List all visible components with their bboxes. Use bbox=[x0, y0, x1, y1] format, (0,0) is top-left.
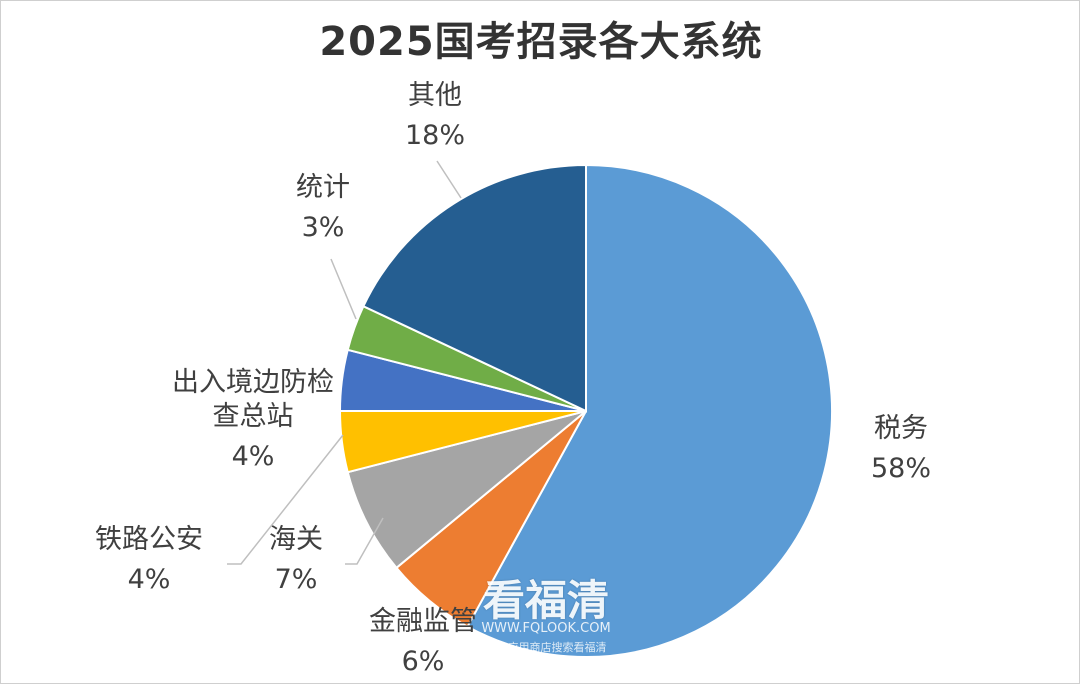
slice-value-label: 4% bbox=[128, 564, 171, 595]
slice-name-label: 铁路公安 bbox=[95, 524, 203, 555]
watermark-line-2: 均可下载看福清APP bbox=[497, 655, 595, 668]
watermark-line-1: 手机应用商店搜索看福清 bbox=[485, 641, 607, 654]
slice-name-label: 统计 bbox=[296, 172, 350, 203]
chart-title: 2025国考招录各大系统 bbox=[319, 19, 763, 65]
leader-line bbox=[436, 160, 462, 199]
pie-slices bbox=[338, 163, 833, 658]
pie-slice bbox=[466, 163, 833, 658]
pie-slice bbox=[362, 163, 587, 413]
slice-name-label: 其他 bbox=[408, 80, 462, 111]
slice-name-label: 查总站 bbox=[213, 401, 294, 432]
pie-slice bbox=[346, 410, 587, 570]
leader-lines bbox=[227, 160, 462, 565]
slice-name-label: 税务 bbox=[874, 413, 928, 444]
watermark-url: WWW.FQLOOK.COM bbox=[481, 621, 611, 636]
slice-value-label: 7% bbox=[275, 564, 318, 595]
slice-value-label: 6% bbox=[402, 646, 445, 677]
watermark-logo: 看福清 bbox=[482, 576, 609, 625]
leader-line bbox=[227, 434, 344, 565]
slice-value-label: 58% bbox=[871, 453, 931, 484]
slice-name-label: 金融监管 bbox=[369, 606, 477, 637]
leader-line bbox=[330, 258, 357, 320]
slice-value-label: 3% bbox=[302, 212, 345, 243]
leader-line bbox=[345, 517, 384, 565]
slice-name-label: 海关 bbox=[269, 524, 323, 555]
slice-value-label: 18% bbox=[405, 120, 465, 151]
slice-value-label: 4% bbox=[232, 441, 275, 472]
slice-name-label: 出入境边防检 bbox=[172, 367, 334, 398]
